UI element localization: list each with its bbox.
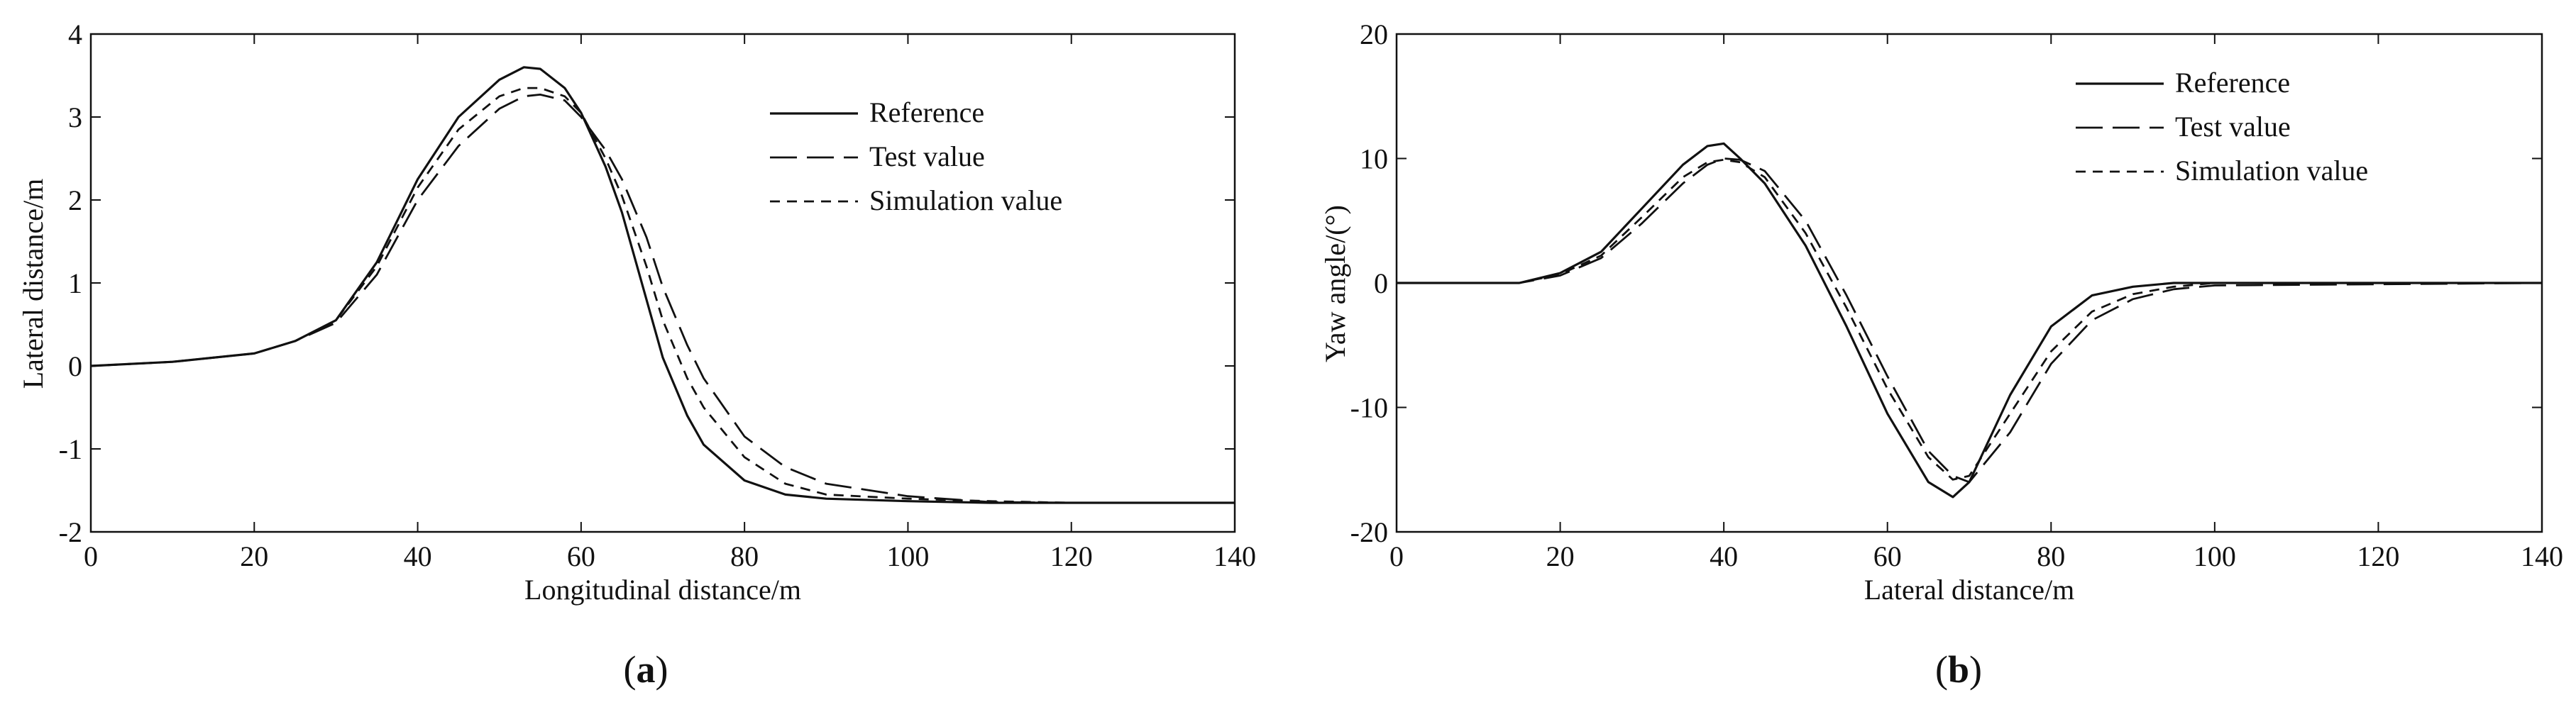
series-line-1 [90,66,1235,504]
y-tick-label: 3 [68,101,82,133]
y-tick-label: 0 [68,350,82,382]
series-line-1 [1397,142,2542,499]
x-tick-label: 0 [1389,540,1404,572]
y-axis-label: Lateral distance/m [17,179,49,389]
legend-label-1: Reference [2175,67,2290,99]
y-tick-label: 2 [68,184,82,216]
y-tick-label: -1 [59,433,82,465]
x-tick-label: 80 [2037,540,2065,572]
x-tick-label: 80 [730,540,759,572]
chart-panel-a: 0 20 40 60 80 100 120 140 -2 -1 0 1 2 3 4 Longitudinal … [17,18,1256,606]
x-tick-label: 100 [2194,540,2236,572]
y-tick-label: 0 [1374,267,1388,299]
legend-label-3: Simulation value [2175,155,2368,187]
y-tick-label: -10 [1350,392,1388,424]
y-tick-label: 1 [68,267,82,299]
y-tick-label: 4 [68,18,82,50]
x-tick-label: 20 [240,540,268,572]
x-tick-label: 140 [2521,540,2563,572]
series-line-3 [90,87,1235,504]
x-tick-label: 120 [1050,540,1093,572]
chart-panel-b: 0 20 40 60 80 100 120 140 -20 -10 0 10 20 Lateral dis… [1319,18,2563,606]
x-tick-label: 140 [1213,540,1256,572]
y-tick-label: -20 [1350,516,1388,548]
x-tick-label: 60 [1873,540,1902,572]
y-tick-label: 20 [1360,18,1388,50]
caption-b: (b) [1935,648,1982,691]
y-axis-label: Yaw angle/(°) [1319,205,1351,362]
y-tick-label: 10 [1360,143,1388,175]
series-line-2 [1397,157,2543,484]
x-tick-label: 60 [567,540,595,572]
series-line-3 [1397,158,2542,481]
x-tick-label: 40 [404,540,432,572]
legend-label-1: Reference [869,96,984,128]
x-tick-label: 120 [2357,540,2399,572]
plot-frame [89,33,1236,533]
x-tick-label: 100 [886,540,929,572]
x-axis-label: Lateral distance/m [1864,574,2075,606]
x-tick-label: 40 [1710,540,1738,572]
legend-label-3: Simulation value [869,184,1062,216]
x-tick-label: 0 [84,540,98,572]
series-line-2 [90,94,1235,504]
caption-a: (a) [624,648,668,691]
legend-label-2: Test value [869,140,985,172]
x-axis-label: Longitudinal distance/m [524,574,801,606]
legend-label-2: Test value [2175,111,2291,143]
y-tick-label: -2 [59,516,82,548]
x-tick-label: 20 [1546,540,1575,572]
